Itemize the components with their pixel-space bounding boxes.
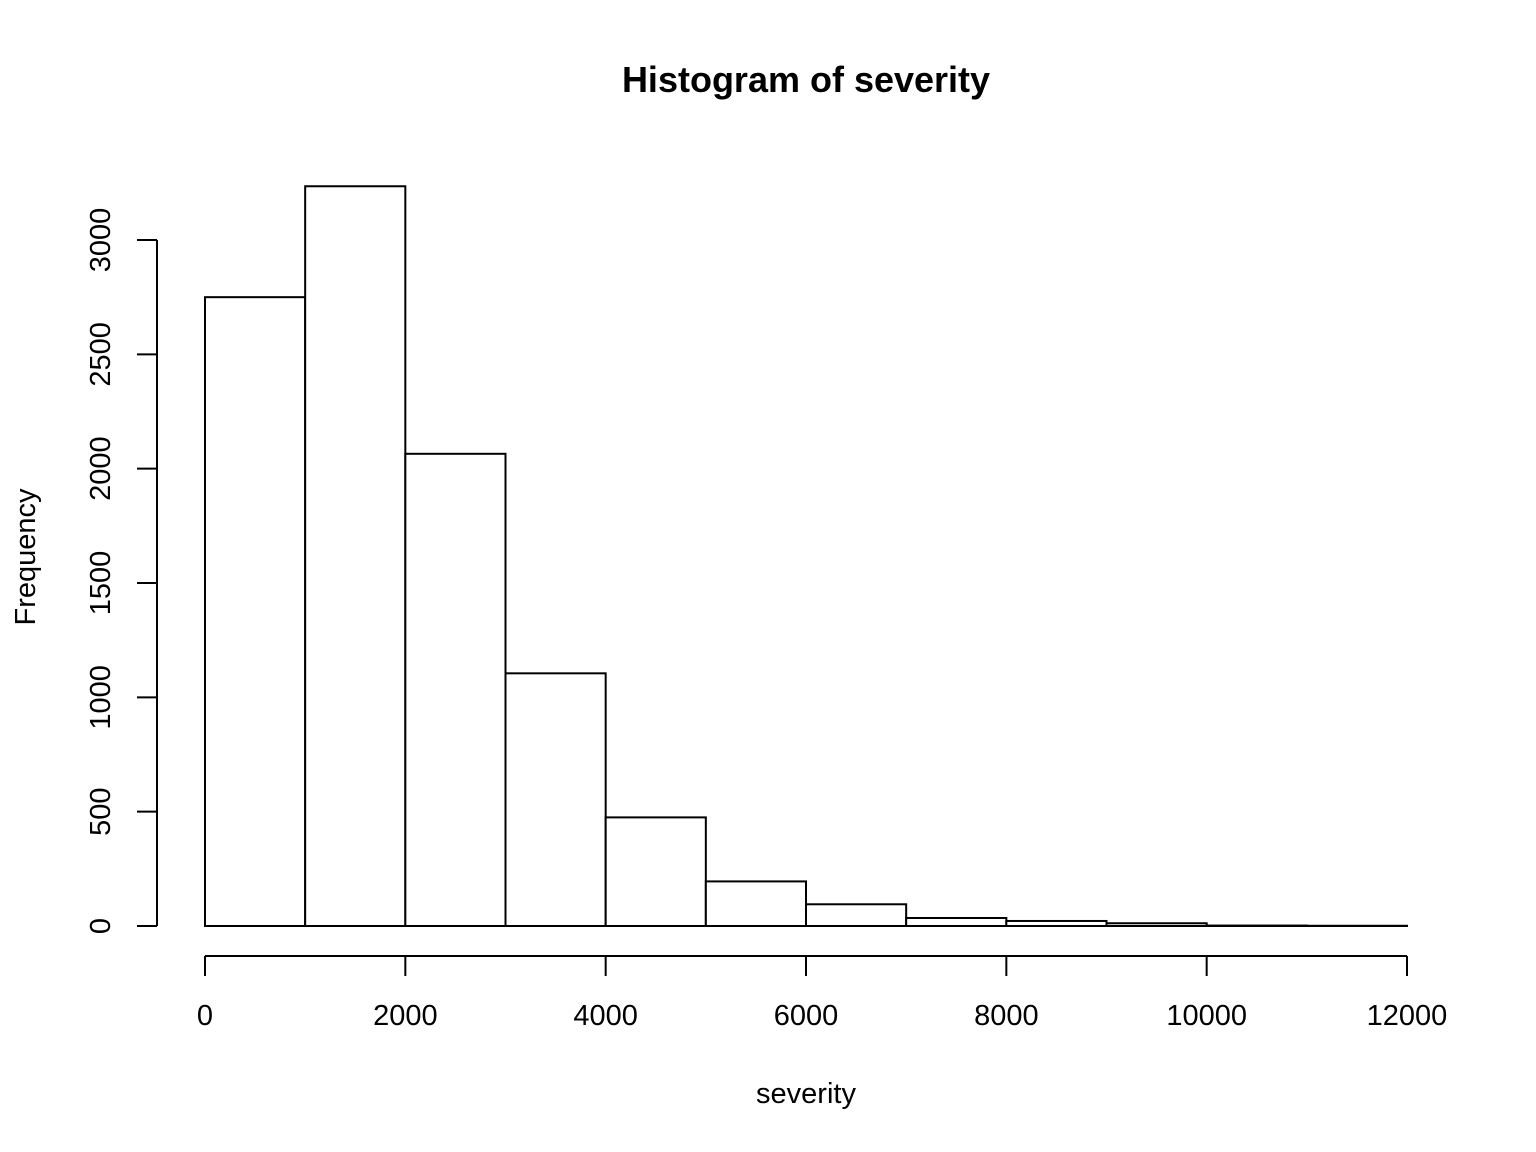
x-tick-label: 8000 <box>974 1000 1039 1032</box>
y-tick-label: 1000 <box>85 665 117 730</box>
x-tick-label: 2000 <box>373 1000 438 1032</box>
y-tick-label: 3000 <box>85 208 117 273</box>
x-tick-label: 4000 <box>573 1000 638 1032</box>
histogram-bar-9 <box>1105 922 1208 927</box>
histogram-bar-2 <box>404 452 507 927</box>
histogram-bar-3 <box>504 672 607 927</box>
histogram-bar-5 <box>704 880 807 927</box>
y-tick-label: 2500 <box>85 322 117 387</box>
x-tick-label: 6000 <box>774 1000 839 1032</box>
chart-title: Histogram of severity <box>622 59 990 100</box>
x-axis-ticks: 0 2000 4000 6000 8000 10000 12000 <box>197 956 1447 1032</box>
y-axis-ticks: 0 500 1000 1500 2000 2500 3000 <box>85 208 157 934</box>
y-tick-label: 500 <box>85 787 117 835</box>
histogram-bar-8 <box>1005 919 1108 928</box>
histogram-bar-6 <box>805 903 908 928</box>
y-tick-label: 2000 <box>85 436 117 501</box>
x-tick-label: 0 <box>197 1000 213 1032</box>
histogram-bar-1 <box>304 185 407 928</box>
bars-group <box>204 185 1409 928</box>
y-tick-label: 1500 <box>85 551 117 616</box>
histogram-bar-0 <box>204 296 307 927</box>
y-tick-label: 0 <box>85 918 117 934</box>
x-axis-label: severity <box>756 1078 856 1110</box>
histogram-bar-7 <box>905 916 1008 927</box>
y-axis-label: Frequency <box>10 488 42 626</box>
x-tick-label: 12000 <box>1367 1000 1448 1032</box>
histogram-bar-4 <box>604 816 707 928</box>
x-tick-label: 10000 <box>1166 1000 1247 1032</box>
